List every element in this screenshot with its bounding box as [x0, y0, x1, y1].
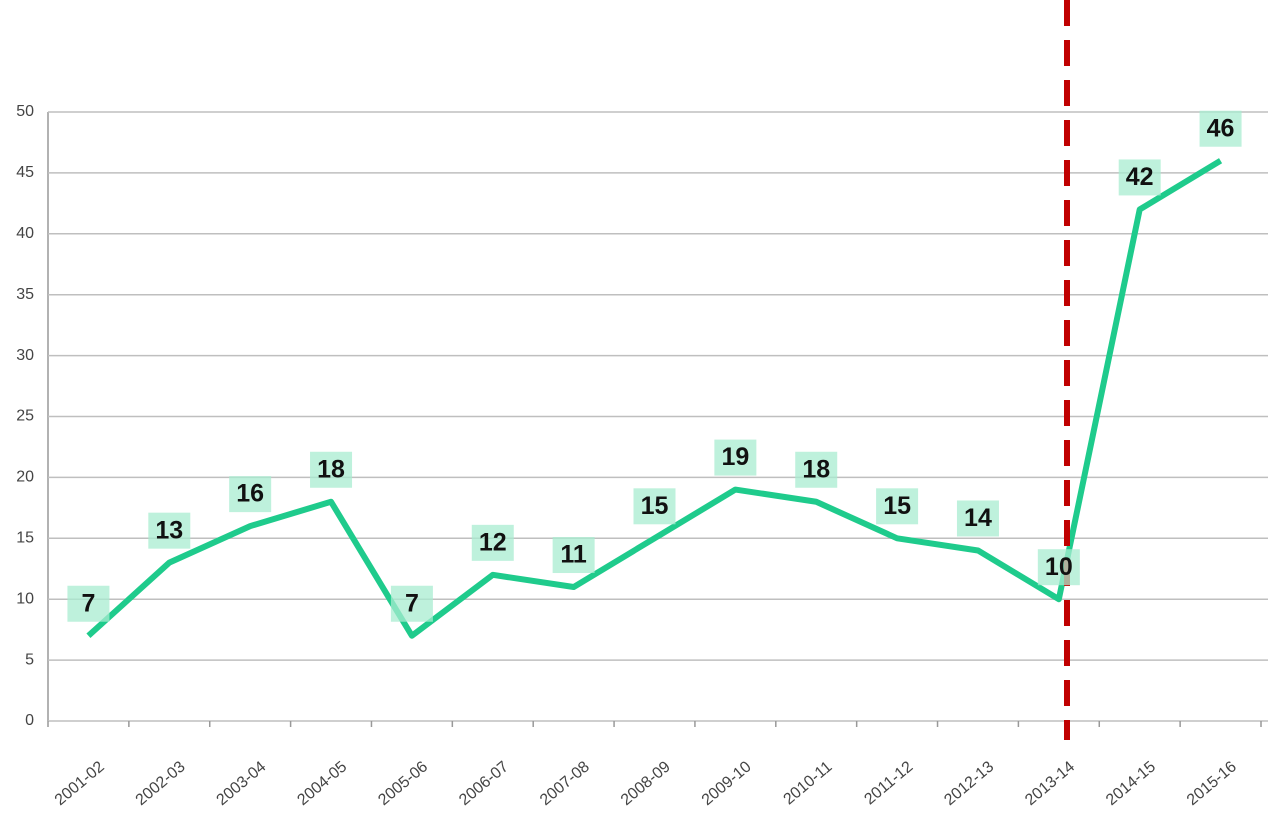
- y-tick-label: 20: [16, 469, 34, 486]
- y-tick-label: 5: [25, 651, 34, 668]
- x-tick-label: 2010-11: [781, 758, 836, 808]
- data-label: 14: [964, 504, 992, 532]
- data-label-box: [390, 585, 433, 622]
- data-label-box: [229, 476, 272, 513]
- data-label-box: [795, 451, 838, 488]
- data-label: 7: [81, 589, 95, 617]
- data-label: 16: [236, 480, 264, 508]
- x-tick-label: 2013-14: [1022, 758, 1078, 809]
- x-tick-label: 2001-02: [52, 758, 108, 809]
- x-tick-label: 2004-05: [294, 758, 350, 809]
- data-label: 13: [155, 516, 183, 544]
- y-tick-label: 35: [16, 286, 34, 303]
- data-label: 10: [1045, 553, 1073, 581]
- data-line: [86, 158, 1223, 639]
- data-label-box: [310, 451, 353, 488]
- x-tick-label: 2014-15: [1103, 758, 1159, 809]
- y-tick-label: 45: [16, 164, 34, 181]
- x-tick-label: 2003-04: [214, 758, 270, 809]
- data-label-box: [1118, 159, 1161, 196]
- y-tick-label: 15: [16, 530, 34, 547]
- data-label-box: [552, 537, 595, 574]
- data-label: 18: [317, 455, 345, 483]
- data-label-box: [876, 488, 919, 525]
- x-tick-label: 2002-03: [133, 758, 189, 809]
- x-tick-label: 2008-09: [618, 758, 674, 809]
- data-label: 7: [405, 589, 419, 617]
- data-label-box: [1037, 549, 1080, 586]
- data-label: 19: [721, 443, 749, 471]
- data-label: 15: [641, 492, 669, 520]
- x-tick-label: 2007-08: [537, 758, 593, 809]
- x-tick-label: 2015-16: [1184, 758, 1240, 809]
- data-label: 11: [560, 541, 587, 569]
- x-tick-label: 2011-12: [861, 758, 916, 808]
- data-label: 46: [1207, 114, 1235, 142]
- data-label-box: [471, 524, 514, 561]
- x-tick-label: 2006-07: [456, 758, 512, 809]
- y-tick-label: 25: [16, 408, 34, 425]
- data-label: 42: [1126, 163, 1154, 191]
- data-label-box: [67, 585, 110, 622]
- data-label-box: [1199, 110, 1242, 147]
- data-label: 12: [479, 528, 507, 556]
- data-label-box: [633, 488, 676, 525]
- y-tick-label: 40: [16, 225, 34, 242]
- data-label-box: [714, 439, 757, 476]
- data-label-box: [956, 500, 999, 537]
- y-tick-label: 50: [16, 103, 34, 120]
- data-label: 18: [802, 455, 830, 483]
- x-tick-label: 2009-10: [699, 758, 755, 809]
- x-tick-label: 2012-13: [941, 758, 997, 809]
- y-tick-label: 0: [25, 712, 34, 729]
- x-tick-label: 2005-06: [375, 758, 431, 809]
- y-tick-label: 30: [16, 347, 34, 364]
- data-label: 15: [883, 492, 911, 520]
- y-tick-label: 10: [16, 590, 34, 607]
- data-label-box: [148, 512, 191, 549]
